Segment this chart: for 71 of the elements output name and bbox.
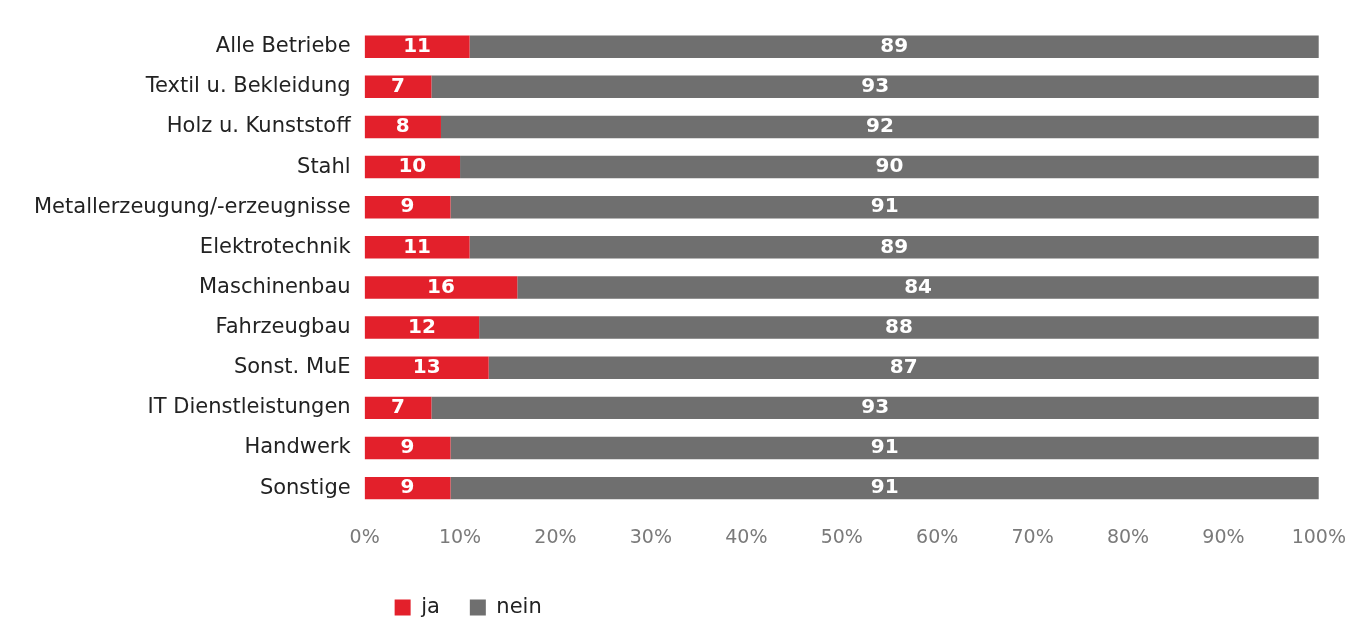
bar [469,236,1319,259]
bar [440,115,1319,139]
legend-label: ja [420,593,440,618]
data-label: 16 [427,273,455,298]
bar [364,436,451,460]
bar [364,75,432,99]
data-label: 9 [400,474,415,499]
y-tick-label: Sonst. MuE [233,354,351,379]
bar [431,75,1319,99]
bar [488,356,1319,379]
x-tick-label: 0% [349,524,380,547]
bar [364,316,480,339]
x-tick-label: 40% [725,524,768,547]
bar [450,195,1319,219]
y-tick-label: Alle Betriebe [215,33,351,58]
bar [450,436,1319,460]
bar [364,356,489,379]
data-label: 89 [880,32,909,57]
bar [364,195,451,219]
x-tick-label: 70% [1011,524,1054,547]
bar [364,236,470,259]
x-tick-label: 60% [916,524,959,547]
x-tick-label: 80% [1106,524,1150,547]
x-tick-label: 10% [438,524,482,547]
y-tick-label: Sonstige [259,474,351,499]
data-label: 12 [407,313,436,338]
data-label: 91 [870,193,899,218]
data-label: 11 [403,32,432,57]
data-label: 87 [889,353,918,378]
bar [364,35,470,58]
data-label: 89 [880,233,909,258]
bar [517,276,1319,299]
x-tick-label: 50% [820,524,863,547]
data-label: 9 [400,193,415,218]
bar [364,396,432,420]
y-tick-label: Holz u. Kunststoff [166,113,352,138]
data-label: 84 [904,273,932,298]
x-tick-label: 90% [1202,524,1245,547]
y-tick-label: Stahl [297,153,351,178]
data-label: 93 [861,73,890,97]
data-label: 9 [400,434,415,459]
data-label: 7 [391,394,405,419]
x-tick-label: 100% [1291,524,1346,547]
y-tick-label: Maschinenbau [198,273,351,298]
x-tick-label: 30% [629,524,673,547]
y-tick-label: Textil u. Bekleidung [144,73,351,98]
data-label: 91 [870,474,899,499]
bar [431,396,1319,420]
data-label: 91 [870,434,899,459]
data-label: 92 [865,113,894,138]
data-label: 7 [391,73,405,97]
y-tick-label: Handwerk [244,434,352,459]
legend-label: nein [496,593,542,618]
x-tick-label: 20% [534,524,577,547]
y-tick-label: Elektrotechnik [199,233,352,258]
data-label: 11 [403,233,432,258]
y-tick-label: IT Dienstleistungen [147,394,351,419]
data-label: 90 [875,153,904,178]
data-label: 8 [395,113,410,138]
bar [460,155,1319,179]
bar [479,316,1319,339]
y-tick-label: Fahrzeugbau [215,314,351,339]
data-label: 88 [885,313,913,338]
data-label: 93 [861,394,890,419]
data-label: 13 [412,353,441,378]
data-label: 10 [398,153,427,178]
bar [364,476,451,500]
bar [364,276,518,299]
bar [469,35,1319,58]
bar [450,476,1319,500]
y-tick-label: Metallerzeugung/-erzeugnisse [33,193,351,218]
